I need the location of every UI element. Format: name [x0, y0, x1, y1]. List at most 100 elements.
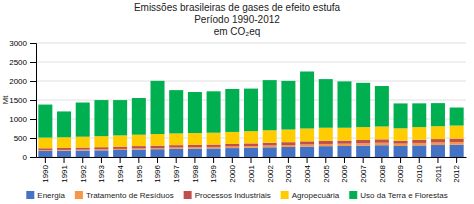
legend-item: Tratamento de Resíduos — [75, 191, 174, 200]
x-tick: 2001 — [247, 157, 256, 183]
legend-swatch — [75, 191, 83, 199]
bar — [151, 148, 165, 149]
legend-item: Energia — [26, 191, 65, 200]
bar — [57, 151, 71, 157]
legend-swatch — [281, 191, 289, 199]
x-tick: 1999 — [209, 157, 218, 183]
x-tick-label: 2000 — [228, 164, 237, 182]
x-tick: 1991 — [60, 157, 69, 183]
bar — [281, 145, 295, 147]
x-tick: 1996 — [153, 157, 162, 183]
chart-container: Emissões brasileiras de gases de efeito … — [0, 0, 474, 204]
bar — [225, 148, 239, 157]
y-tick-label: 2000 — [9, 77, 27, 86]
bar — [113, 150, 127, 157]
bar — [207, 147, 221, 149]
bar — [38, 138, 52, 149]
x-tick: 2007 — [359, 157, 368, 183]
y-axis: 050010001500200025003000 — [9, 39, 36, 162]
x-tick: 1998 — [191, 157, 200, 183]
tick-mark — [251, 157, 252, 163]
x-tick-label: 1992 — [79, 164, 88, 182]
bar — [281, 81, 295, 130]
tick-mark — [437, 157, 438, 163]
x-tick: 2000 — [228, 157, 237, 183]
bar — [225, 132, 239, 144]
bar — [151, 134, 165, 146]
bar — [94, 136, 108, 147]
bar — [375, 143, 389, 145]
grid-line — [36, 81, 466, 82]
bar — [94, 100, 108, 136]
bar — [394, 146, 408, 157]
bar — [151, 81, 165, 134]
bar — [394, 128, 408, 140]
bar — [244, 148, 258, 157]
bar — [113, 135, 127, 146]
legend-label: Tratamento de Resíduos — [86, 191, 174, 200]
bar — [394, 144, 408, 146]
y-tick: 2500 — [9, 58, 36, 67]
x-tick-label: 1996 — [153, 164, 162, 182]
bar — [169, 90, 183, 133]
bar — [319, 146, 333, 157]
tick-mark — [30, 138, 36, 139]
bar — [169, 145, 183, 147]
x-tick-label: 1999 — [209, 164, 218, 182]
x-tick-label: 2009 — [396, 164, 405, 182]
bar — [431, 126, 445, 139]
bar — [450, 126, 464, 139]
bar — [300, 147, 314, 157]
bar — [450, 108, 464, 126]
x-tick-label: 2011 — [434, 164, 443, 182]
bar-series — [38, 72, 463, 138]
tick-mark — [307, 157, 308, 163]
bar — [207, 133, 221, 145]
bar — [188, 92, 202, 133]
bar — [337, 144, 351, 146]
bar — [450, 139, 464, 142]
bars — [38, 72, 463, 158]
bar — [57, 137, 71, 148]
tick-mark — [232, 157, 233, 163]
legend-item: Agropecuária — [281, 191, 340, 200]
tick-mark — [30, 62, 36, 63]
x-tick: 2005 — [322, 157, 331, 183]
y-tick-label: 500 — [14, 134, 28, 143]
bar — [169, 148, 183, 149]
x-tick: 2002 — [265, 157, 274, 183]
bar — [113, 147, 127, 149]
y-tick-label: 1000 — [9, 115, 27, 124]
tick-mark — [30, 119, 36, 120]
legend: EnergiaTratamento de ResíduosProcessos I… — [26, 191, 447, 200]
bar — [94, 150, 108, 157]
bar — [169, 133, 183, 145]
x-tick: 2008 — [378, 157, 387, 183]
bar — [412, 103, 426, 127]
legend-swatch — [349, 191, 357, 199]
bar — [281, 142, 295, 145]
bar — [431, 103, 445, 126]
bar — [207, 148, 221, 157]
tick-mark — [363, 157, 364, 163]
legend-item: Uso da Terra e Florestas — [349, 191, 447, 200]
tick-mark — [381, 157, 382, 163]
grid — [36, 43, 466, 157]
tick-mark — [419, 157, 420, 163]
bar — [188, 149, 202, 157]
bar — [356, 143, 370, 145]
y-tick: 0 — [23, 153, 36, 162]
bar — [356, 146, 370, 157]
bar — [281, 130, 295, 143]
bar — [132, 98, 146, 135]
bar — [281, 147, 295, 157]
x-tick-label: 2001 — [247, 164, 256, 182]
bar — [225, 146, 239, 148]
bar — [356, 127, 370, 140]
y-tick: 1000 — [9, 115, 36, 124]
bar — [244, 146, 258, 148]
bar — [300, 144, 314, 146]
x-tick-label: 1995 — [135, 164, 144, 182]
bar — [394, 103, 408, 128]
x-tick-label: 2010 — [415, 164, 424, 182]
